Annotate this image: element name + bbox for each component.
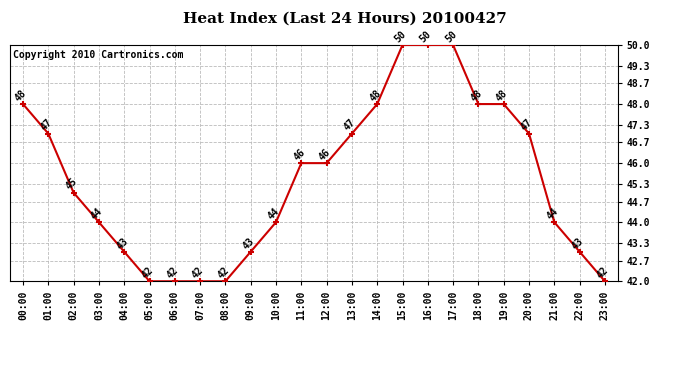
Text: Heat Index (Last 24 Hours) 20100427: Heat Index (Last 24 Hours) 20100427 xyxy=(183,11,507,25)
Text: 48: 48 xyxy=(368,88,383,103)
Text: 45: 45 xyxy=(64,177,79,192)
Text: 50: 50 xyxy=(444,29,459,44)
Text: 47: 47 xyxy=(39,117,54,133)
Text: 42: 42 xyxy=(165,265,181,280)
Text: 47: 47 xyxy=(342,117,357,133)
Text: 48: 48 xyxy=(469,88,484,103)
Text: 50: 50 xyxy=(393,29,408,44)
Text: 42: 42 xyxy=(595,265,611,280)
Text: 48: 48 xyxy=(494,88,509,103)
Text: 46: 46 xyxy=(292,147,307,162)
Text: 44: 44 xyxy=(544,206,560,221)
Text: Copyright 2010 Cartronics.com: Copyright 2010 Cartronics.com xyxy=(13,50,184,60)
Text: 44: 44 xyxy=(266,206,282,221)
Text: 43: 43 xyxy=(241,236,257,251)
Text: 42: 42 xyxy=(216,265,231,280)
Text: 43: 43 xyxy=(115,236,130,251)
Text: 42: 42 xyxy=(190,265,206,280)
Text: 50: 50 xyxy=(418,29,433,44)
Text: 47: 47 xyxy=(520,117,535,133)
Text: 43: 43 xyxy=(570,236,585,251)
Text: 48: 48 xyxy=(13,88,29,103)
Text: 44: 44 xyxy=(89,206,105,221)
Text: 42: 42 xyxy=(140,265,155,280)
Text: 46: 46 xyxy=(317,147,333,162)
